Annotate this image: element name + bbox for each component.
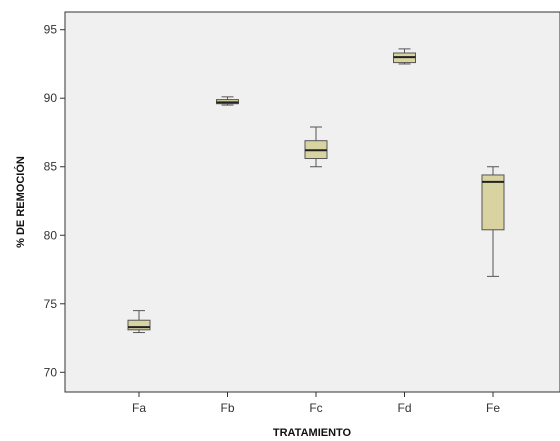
y-tick-label: 75 xyxy=(44,297,58,311)
box-iqr xyxy=(481,174,505,231)
y-tick-label: 70 xyxy=(44,365,58,379)
box-iqr xyxy=(127,319,151,331)
y-tick-label: 95 xyxy=(44,23,58,37)
y-axis-title: % DE REMOCIÓN xyxy=(14,156,27,248)
y-tick-label: 80 xyxy=(44,228,58,242)
y-axis: 70 75 80 85 90 95 xyxy=(44,23,65,379)
boxes xyxy=(127,48,505,334)
box-fc xyxy=(304,126,328,168)
x-tick-label: Fd xyxy=(397,401,411,415)
x-tick-label: Fe xyxy=(486,401,500,415)
x-tick-label: Fc xyxy=(309,401,322,415)
box-fa xyxy=(127,310,151,334)
x-axis-title: TRATAMIENTO xyxy=(273,427,352,439)
y-tick-label: 90 xyxy=(44,91,58,105)
box-fe xyxy=(481,166,505,277)
x-tick-label: Fb xyxy=(220,401,234,415)
box-fb xyxy=(216,96,239,106)
x-axis: Fa Fb Fc Fd Fe xyxy=(132,392,500,415)
y-tick-label: 85 xyxy=(44,160,58,174)
x-tick-label: Fa xyxy=(132,401,146,415)
box-fd xyxy=(393,48,416,65)
